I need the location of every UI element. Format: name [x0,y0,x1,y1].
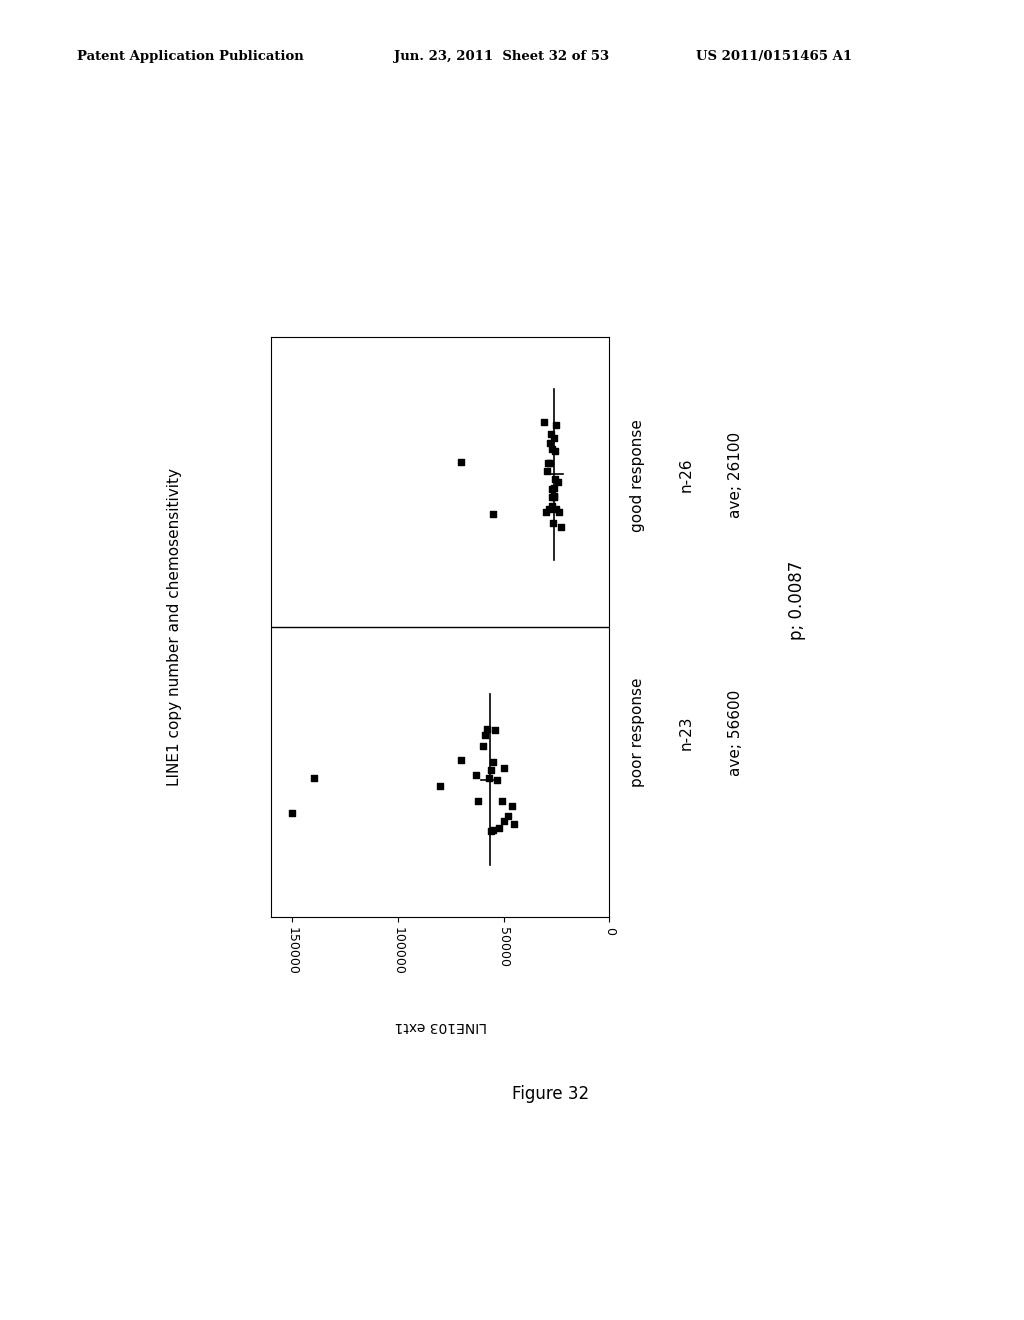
Point [485,820,502,841]
Point [540,453,556,474]
Point [539,461,555,482]
Point [489,770,506,791]
Point [542,453,558,474]
Point [492,817,508,838]
Text: Figure 32: Figure 32 [512,1085,589,1104]
Point [470,791,486,812]
Point [536,412,552,433]
Point [549,471,565,492]
Point [485,503,502,524]
Point [544,495,560,516]
Point [545,512,561,533]
Point [476,725,493,746]
Point [454,451,470,473]
Point [485,751,502,772]
Point [454,748,470,770]
Point [506,813,522,834]
Point [487,719,504,741]
Text: LINE103 ext1: LINE103 ext1 [394,1019,486,1034]
Point [542,432,558,453]
Point [483,821,500,842]
Point [504,796,520,817]
Point [468,764,484,785]
Point [541,499,557,520]
Point [494,789,510,810]
Point [551,502,567,523]
Point [496,810,512,832]
Point [544,487,560,508]
Point [553,516,569,537]
Point [483,759,500,780]
Point [496,758,512,779]
Point [547,441,563,462]
Text: ave; 26100: ave; 26100 [728,432,743,519]
Point [543,424,559,445]
Point [546,478,562,499]
Point [480,767,497,788]
Point [544,478,560,499]
Text: p; 0.0087: p; 0.0087 [788,561,807,640]
Point [548,499,564,520]
Point [285,803,301,824]
Text: ave; 56600: ave; 56600 [728,689,743,776]
Point [546,487,562,508]
Point [546,486,562,507]
Text: US 2011/0151465 A1: US 2011/0151465 A1 [696,50,852,63]
Point [547,469,563,490]
Text: n-26: n-26 [679,458,694,492]
Point [474,735,490,756]
Point [548,414,564,436]
Text: n-23: n-23 [679,715,694,750]
Text: poor response: poor response [630,678,645,787]
Point [544,438,560,459]
Point [305,768,322,789]
Point [432,776,449,797]
Point [546,426,562,447]
Text: Jun. 23, 2011  Sheet 32 of 53: Jun. 23, 2011 Sheet 32 of 53 [394,50,609,63]
Point [478,718,495,739]
Text: Patent Application Publication: Patent Application Publication [77,50,303,63]
Text: good response: good response [630,418,645,532]
Point [538,502,554,523]
Point [500,805,516,826]
Text: LINE1 copy number and chemosensitivity: LINE1 copy number and chemosensitivity [167,469,181,785]
